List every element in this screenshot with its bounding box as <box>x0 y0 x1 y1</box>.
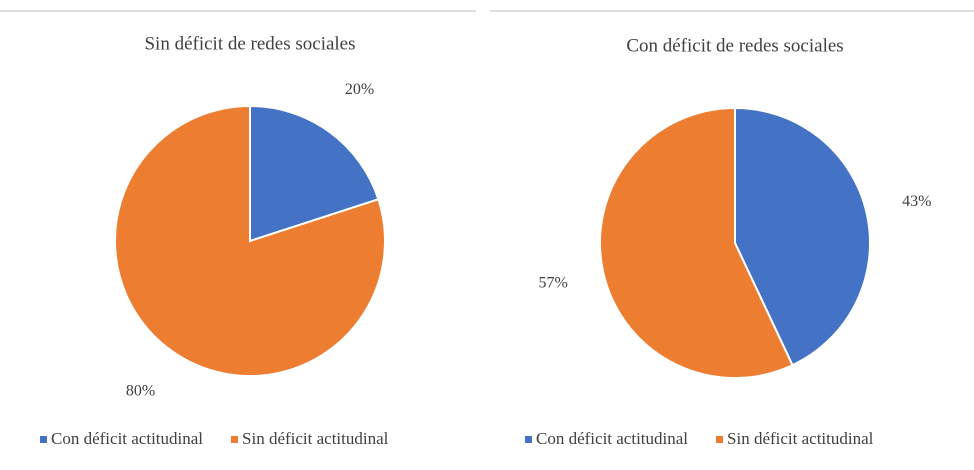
legend-marker <box>716 436 724 443</box>
chart-title: Con déficit de redes sociales <box>626 35 843 56</box>
legend-marker <box>231 436 239 443</box>
chart-title: Sin déficit de redes sociales <box>144 33 355 54</box>
legend-label: Sin déficit actitudinal <box>242 429 389 448</box>
legend-marker <box>525 436 532 443</box>
pie-slice <box>599 106 794 379</box>
legend-marker <box>40 436 47 443</box>
pie-slice <box>249 104 380 243</box>
data-label: 43% <box>902 193 931 210</box>
data-label: 57% <box>539 274 568 291</box>
legend-label: Con déficit actitudinal <box>536 429 688 448</box>
legend-label: Sin déficit actitudinal <box>727 429 874 448</box>
data-label: 80% <box>126 382 155 399</box>
pie-slice <box>114 104 386 377</box>
pie-slice <box>734 106 871 367</box>
legend-label: Con déficit actitudinal <box>51 429 203 448</box>
data-label: 20% <box>345 81 374 98</box>
